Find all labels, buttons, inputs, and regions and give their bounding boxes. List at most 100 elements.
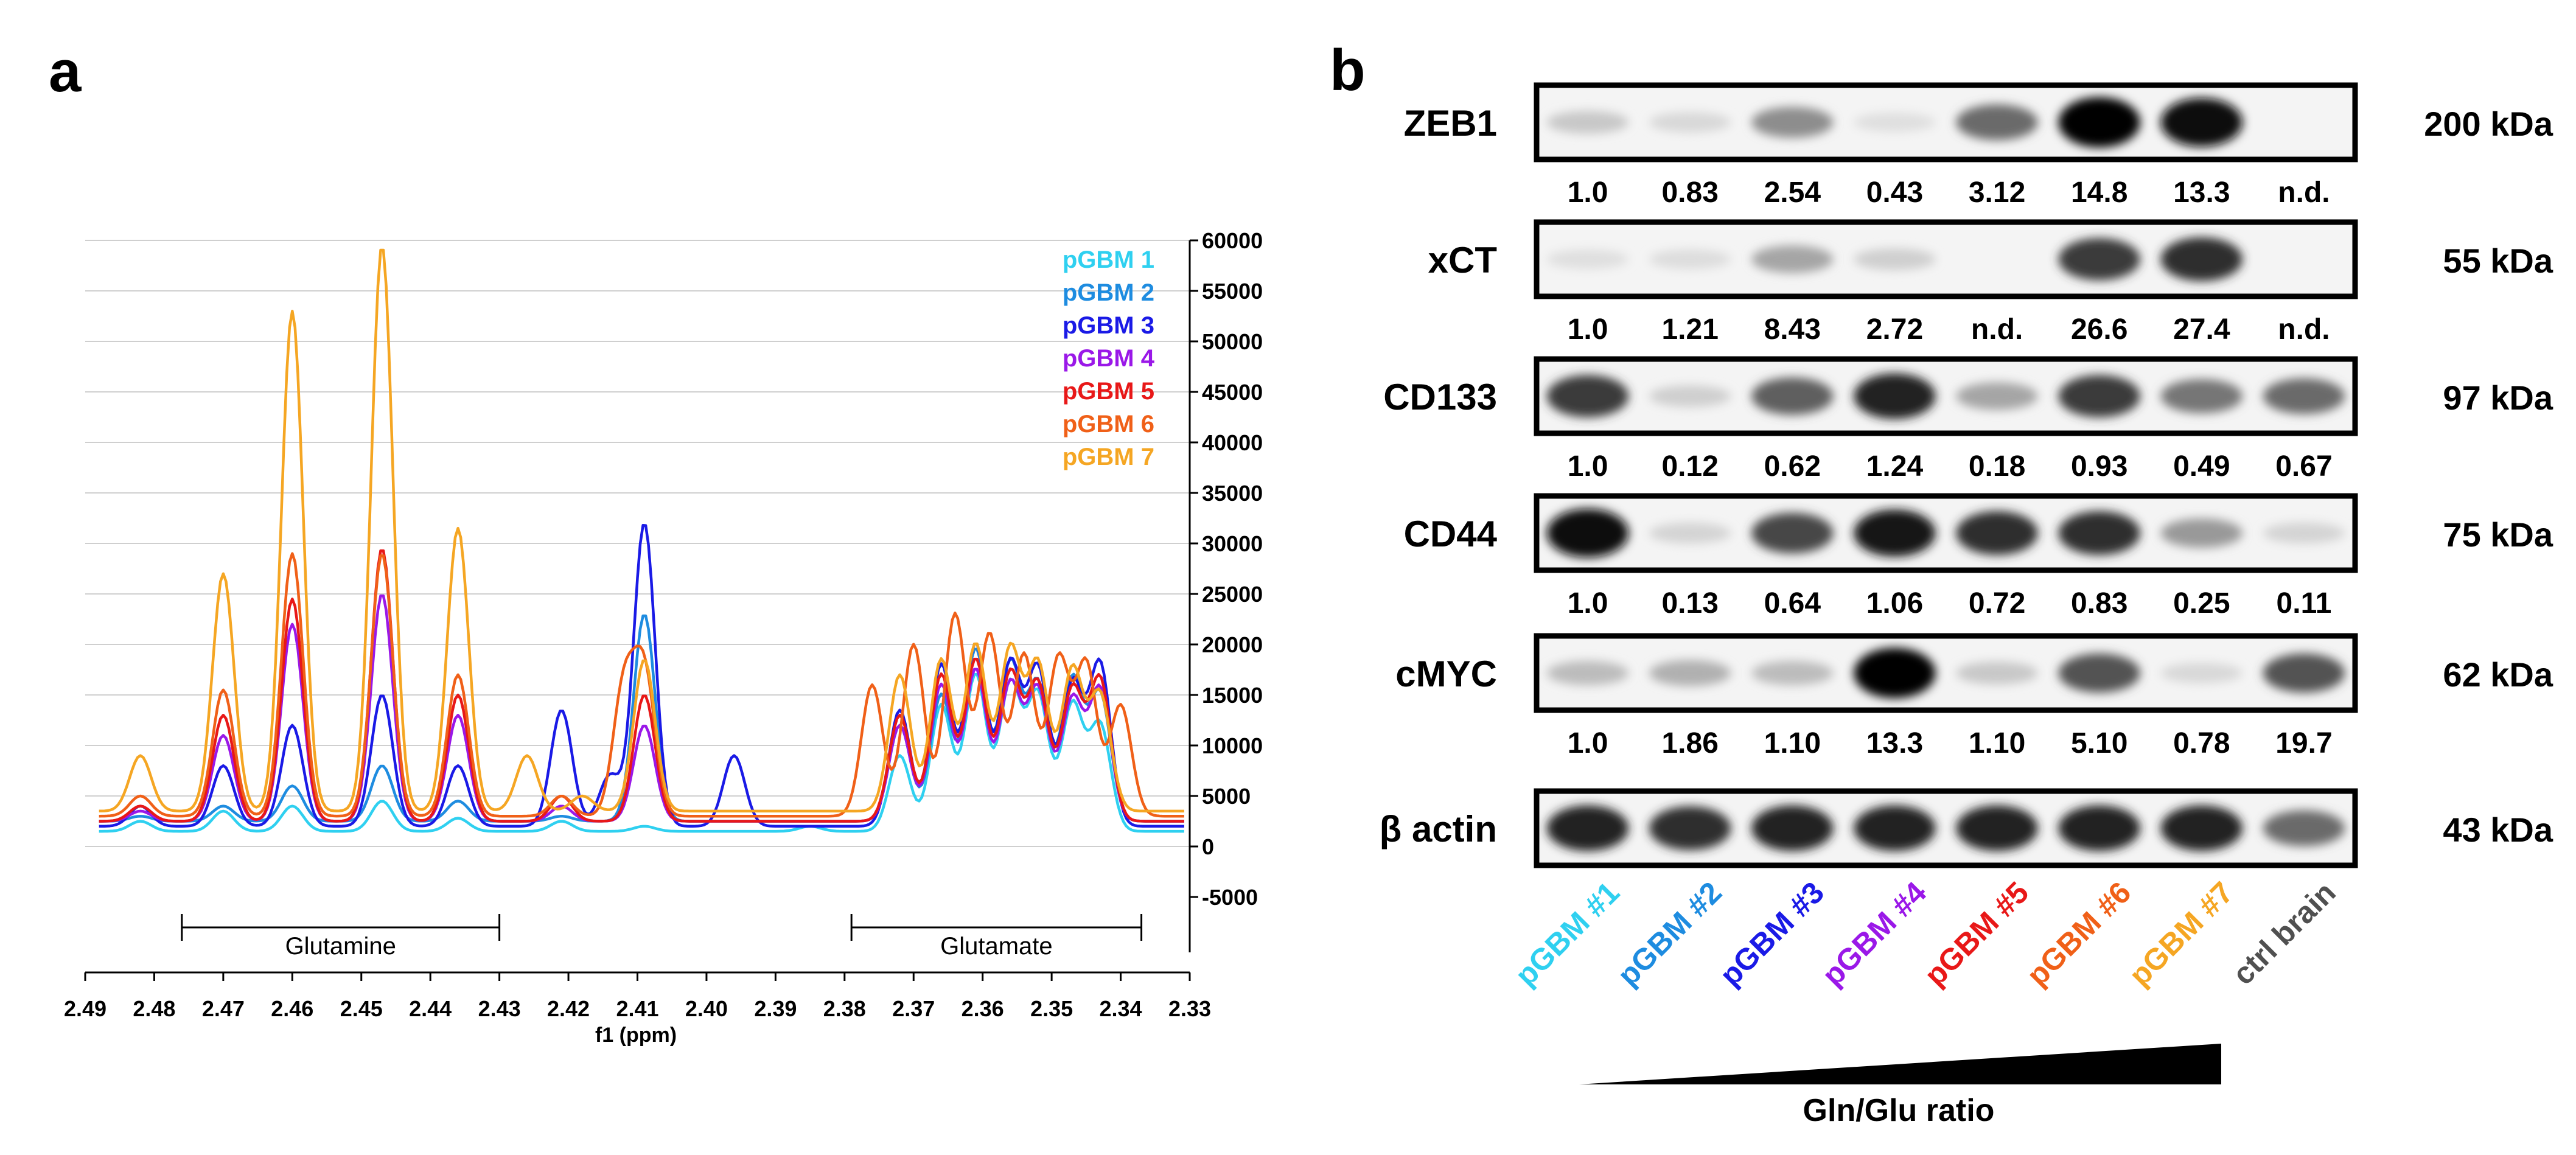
blot-frame — [1534, 788, 2358, 868]
quant-value: 19.7 — [2275, 727, 2332, 759]
blot-frame — [1534, 356, 2358, 436]
blot-band — [1649, 385, 1731, 407]
blot-band — [1956, 805, 2038, 851]
blot-band — [2263, 522, 2345, 544]
blot-band — [1649, 522, 1731, 544]
x-tick-label: 2.35 — [1030, 996, 1073, 1021]
legend-entry: pGBM 7 — [1063, 444, 1154, 470]
protein-label: β actin — [1380, 809, 1497, 850]
quant-value: 0.12 — [1661, 450, 1718, 483]
quant-value: 2.72 — [1866, 313, 1923, 346]
quant-value: 0.25 — [2173, 587, 2230, 619]
x-tick-label: 2.45 — [340, 996, 383, 1021]
blot-frame — [1534, 493, 2358, 573]
quant-value: 1.06 — [1866, 587, 1923, 619]
series-line-pgbm-5 — [99, 549, 1184, 823]
quant-value: 1.0 — [1568, 313, 1608, 346]
quant-value: 13.3 — [1866, 727, 1923, 759]
blot-row-zeb1: ZEB1 200 kDa 1.0 0.83 2.54 0.43 3.12 14.8 13.3 n.… — [1404, 82, 2553, 209]
quant-value: 1.0 — [1568, 176, 1608, 209]
series-line-pgbm-6 — [99, 552, 1184, 818]
blot-band — [1649, 806, 1731, 851]
spectra-lines — [99, 248, 1184, 833]
molecular-weight-label: 200 kDa — [2424, 105, 2553, 143]
blot-band — [2263, 653, 2345, 693]
molecular-weight-label: 43 kDa — [2443, 811, 2553, 849]
blot-band — [1546, 508, 1629, 558]
quant-value: 0.67 — [2275, 450, 2332, 483]
blot-band — [1546, 805, 1629, 851]
x-tick-label: 2.42 — [547, 996, 590, 1021]
quant-value: 14.8 — [2071, 176, 2127, 209]
y-tick-label: 45000 — [1202, 380, 1263, 405]
blot-band — [2160, 518, 2243, 548]
x-tick-labels: 2.49 2.48 2.47 2.46 2.45 2.44 2.43 2.42 2.41 2.40… — [64, 972, 1211, 1021]
quant-value: 0.43 — [1866, 176, 1923, 209]
blot-band — [1854, 113, 1936, 132]
blot-band — [1751, 512, 1834, 554]
blot-band — [1546, 375, 1629, 417]
molecular-weight-label: 75 kDa — [2443, 515, 2553, 554]
blot-band — [1649, 112, 1731, 133]
quant-value: 0.83 — [2071, 587, 2127, 619]
y-tick-label: 55000 — [1202, 279, 1263, 304]
blot-row-cmyc: cMYC 62 kDa 1.0 1.86 1.10 13.3 1.10 5.10 0.78 19.… — [1395, 633, 2553, 759]
legend-entry: pGBM 3 — [1063, 312, 1154, 339]
protein-label: CD44 — [1404, 514, 1498, 554]
western-blots: ZEB1 200 kDa 1.0 0.83 2.54 0.43 3.12 14.8 13.3 n.… — [1380, 82, 2553, 868]
x-tick-label: 2.47 — [202, 996, 245, 1021]
y-tick-label: 15000 — [1202, 683, 1263, 708]
gradient-label: Gln/Glu ratio — [1803, 1093, 1995, 1128]
blot-band — [2263, 378, 2345, 414]
blot-band — [1854, 805, 1936, 851]
panel-b-label: b — [1330, 38, 1366, 103]
plot-gridlines — [85, 240, 1190, 847]
blot-frame — [1534, 82, 2358, 162]
quant-value: 1.0 — [1568, 727, 1608, 759]
lane-label: pGBM #6 — [2020, 875, 2138, 993]
blot-band — [1956, 104, 2038, 141]
blot-band — [2058, 511, 2140, 556]
legend-entry: pGBM 6 — [1063, 411, 1154, 438]
legend: pGBM 1 pGBM 2 pGBM 3 pGBM 4 pGBM 5 pGBM 6 pGBM… — [1063, 246, 1155, 470]
legend-entry: pGBM 5 — [1063, 378, 1154, 405]
y-tick-label: 5000 — [1202, 784, 1251, 809]
blot-band — [2160, 805, 2243, 851]
blot-frame — [1534, 219, 2358, 299]
quant-value: 8.43 — [1764, 313, 1821, 346]
blot-band — [2058, 97, 2140, 148]
quant-value: 0.49 — [2173, 450, 2230, 483]
x-tick-label: 2.46 — [271, 996, 313, 1021]
quant-value: 1.0 — [1568, 450, 1608, 483]
y-tick-label: 60000 — [1202, 228, 1263, 253]
x-tick-label: 2.49 — [64, 996, 106, 1021]
blot-band — [1956, 661, 2038, 685]
blot-band — [1956, 511, 2038, 556]
series-line-pgbm-3 — [99, 523, 1184, 828]
series-line-pgbm-7 — [99, 248, 1184, 813]
lane-label: pGBM #5 — [1918, 875, 2036, 993]
blot-row-cd133: CD133 97 kDa 1.0 0.12 0.62 1.24 0.18 0.93 0.49 0.… — [1383, 356, 2553, 483]
quant-value: 3.12 — [1969, 176, 2025, 209]
molecular-weight-label: 55 kDa — [2443, 242, 2553, 280]
legend-entry: pGBM 2 — [1063, 279, 1154, 306]
quant-value: 0.62 — [1764, 450, 1821, 483]
region-brackets: Glutamine Glutamate — [181, 914, 1143, 960]
bracket-label: Glutamate — [940, 933, 1053, 960]
quant-value: 1.21 — [1661, 313, 1718, 346]
quant-value: 1.10 — [1969, 727, 2025, 759]
quant-value: 0.78 — [2173, 727, 2230, 759]
lane-label: pGBM #3 — [1713, 875, 1831, 993]
blot-band — [1546, 660, 1629, 686]
blot-band — [1854, 248, 1936, 270]
molecular-weight-label: 97 kDa — [2443, 379, 2553, 417]
quant-value: 26.6 — [2071, 313, 2127, 346]
x-axis-title: f1 (ppm) — [595, 1024, 677, 1047]
legend-entry: pGBM 4 — [1063, 345, 1155, 372]
x-tick-label: 2.41 — [616, 996, 658, 1021]
x-tick-label: 2.38 — [823, 996, 866, 1021]
x-tick-label: 2.43 — [478, 996, 521, 1021]
lane-label: ctrl brain — [2226, 875, 2342, 991]
